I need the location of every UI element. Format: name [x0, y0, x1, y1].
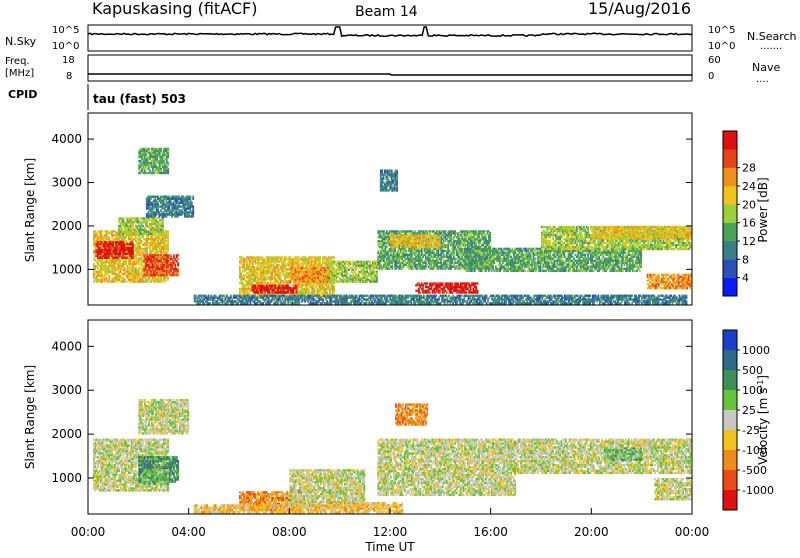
heatmap-cell: [167, 172, 169, 174]
nsky-label: N.Sky: [5, 35, 37, 48]
heatmap-cell: [141, 240, 143, 242]
heatmap-cell: [131, 259, 133, 261]
heatmap-cell: [132, 247, 134, 249]
heatmap-cell: [114, 265, 116, 267]
heatmap-cell: [167, 234, 169, 236]
heatmap-cell: [177, 254, 179, 256]
heatmap-cell: [122, 241, 124, 243]
heatmap-cell: [139, 246, 141, 248]
freq-panel-frame: [88, 55, 692, 81]
heatmap-cell: [162, 229, 164, 231]
heatmap-cell: [293, 291, 295, 294]
cpid-label: CPID: [8, 88, 37, 101]
heatmap-cell: [167, 164, 169, 166]
heatmap-cell: [126, 257, 128, 259]
heatmap-cell: [100, 243, 102, 245]
heatmap-cell: [108, 257, 110, 259]
cpid-text: tau (fast) 503: [93, 92, 186, 106]
nsky-tick-top: 10^5: [52, 25, 79, 36]
station-title: Kapuskasing (fitACF): [92, 0, 257, 18]
heatmap-cell: [167, 279, 169, 281]
heatmap-cell: [333, 292, 335, 294]
heatmap-cell: [162, 223, 164, 225]
freq-label: Freq.: [5, 56, 30, 67]
nsky-panel-frame: [88, 25, 692, 51]
heatmap-cell: [101, 241, 103, 243]
heatmap-cell: [269, 291, 271, 294]
nsearch-tick-top: 10^5: [708, 25, 735, 36]
heatmap-cell: [425, 267, 427, 269]
heatmap-cell: [167, 246, 169, 248]
heatmap-cell: [146, 252, 148, 254]
heatmap-cell: [333, 256, 335, 258]
nave-tick-top: 60: [708, 55, 721, 66]
heatmap-cell: [124, 281, 126, 283]
freq-tick-bottom: 8: [66, 71, 72, 82]
nave-dots: ....: [756, 74, 769, 85]
heatmap-cell: [125, 240, 127, 242]
heatmap-cell: [105, 241, 107, 243]
heatmap-cell: [296, 291, 298, 294]
date-title: 15/Aug/2016: [588, 0, 691, 18]
power-heatmap-cells: [93, 148, 692, 305]
heatmap-cell: [167, 240, 169, 242]
heatmap-cell: [121, 229, 123, 231]
heatmap-cell: [391, 267, 393, 269]
heatmap-cell: [101, 234, 103, 236]
heatmap-cell: [333, 267, 335, 269]
heatmap-cell: [132, 257, 134, 259]
heatmap-cell: [145, 229, 147, 231]
heatmap-cell: [167, 250, 169, 252]
heatmap-cell: [125, 236, 127, 238]
heatmap-cell: [177, 258, 179, 260]
heatmap-cell: [131, 241, 133, 243]
nave-label: Nave: [752, 61, 780, 74]
nsky-tick-bottom: 10^0: [52, 41, 79, 52]
heatmap-cell: [108, 277, 110, 279]
heatmap-cell: [119, 253, 121, 255]
heatmap-cell: [192, 215, 194, 217]
heatmap-cell: [347, 273, 349, 275]
heatmap-cell: [164, 281, 166, 283]
heatmap-cell: [350, 263, 352, 265]
heatmap-cell: [94, 259, 96, 261]
heatmap-cell: [177, 274, 179, 276]
heatmap-cell: [96, 234, 98, 236]
heatmap-cell: [100, 247, 102, 249]
heatmap-cell: [167, 277, 169, 279]
heatmap-cell: [122, 277, 124, 279]
freq-trace: [88, 74, 692, 75]
heatmap-cell: [120, 271, 122, 273]
freq-unit: [MHz]: [5, 68, 34, 79]
heatmap-cell: [101, 230, 103, 232]
heatmap-cell: [155, 233, 157, 235]
heatmap-cell: [155, 277, 157, 279]
heatmap-cell: [177, 264, 179, 266]
heatmap-cell: [289, 281, 291, 283]
heatmap-cell: [106, 277, 108, 279]
nsky-trace: [88, 27, 692, 36]
nsearch-tick-bottom: 10^0: [708, 41, 735, 52]
heatmap-cell: [192, 198, 194, 200]
nsearch-dots: .......: [760, 41, 782, 52]
heatmap-cell: [376, 280, 378, 282]
freq-tick-top: 18: [62, 55, 75, 66]
heatmap-cell: [138, 271, 140, 273]
heatmap-cell: [167, 156, 169, 158]
heatmap-cell: [147, 223, 149, 225]
heatmap-cell: [97, 241, 99, 243]
beam-title: Beam 14: [355, 4, 418, 20]
heatmap-cell: [132, 253, 134, 255]
nave-tick-bottom: 0: [708, 71, 714, 82]
heatmap-cell: [162, 233, 164, 235]
heatmap-cell: [386, 246, 388, 248]
